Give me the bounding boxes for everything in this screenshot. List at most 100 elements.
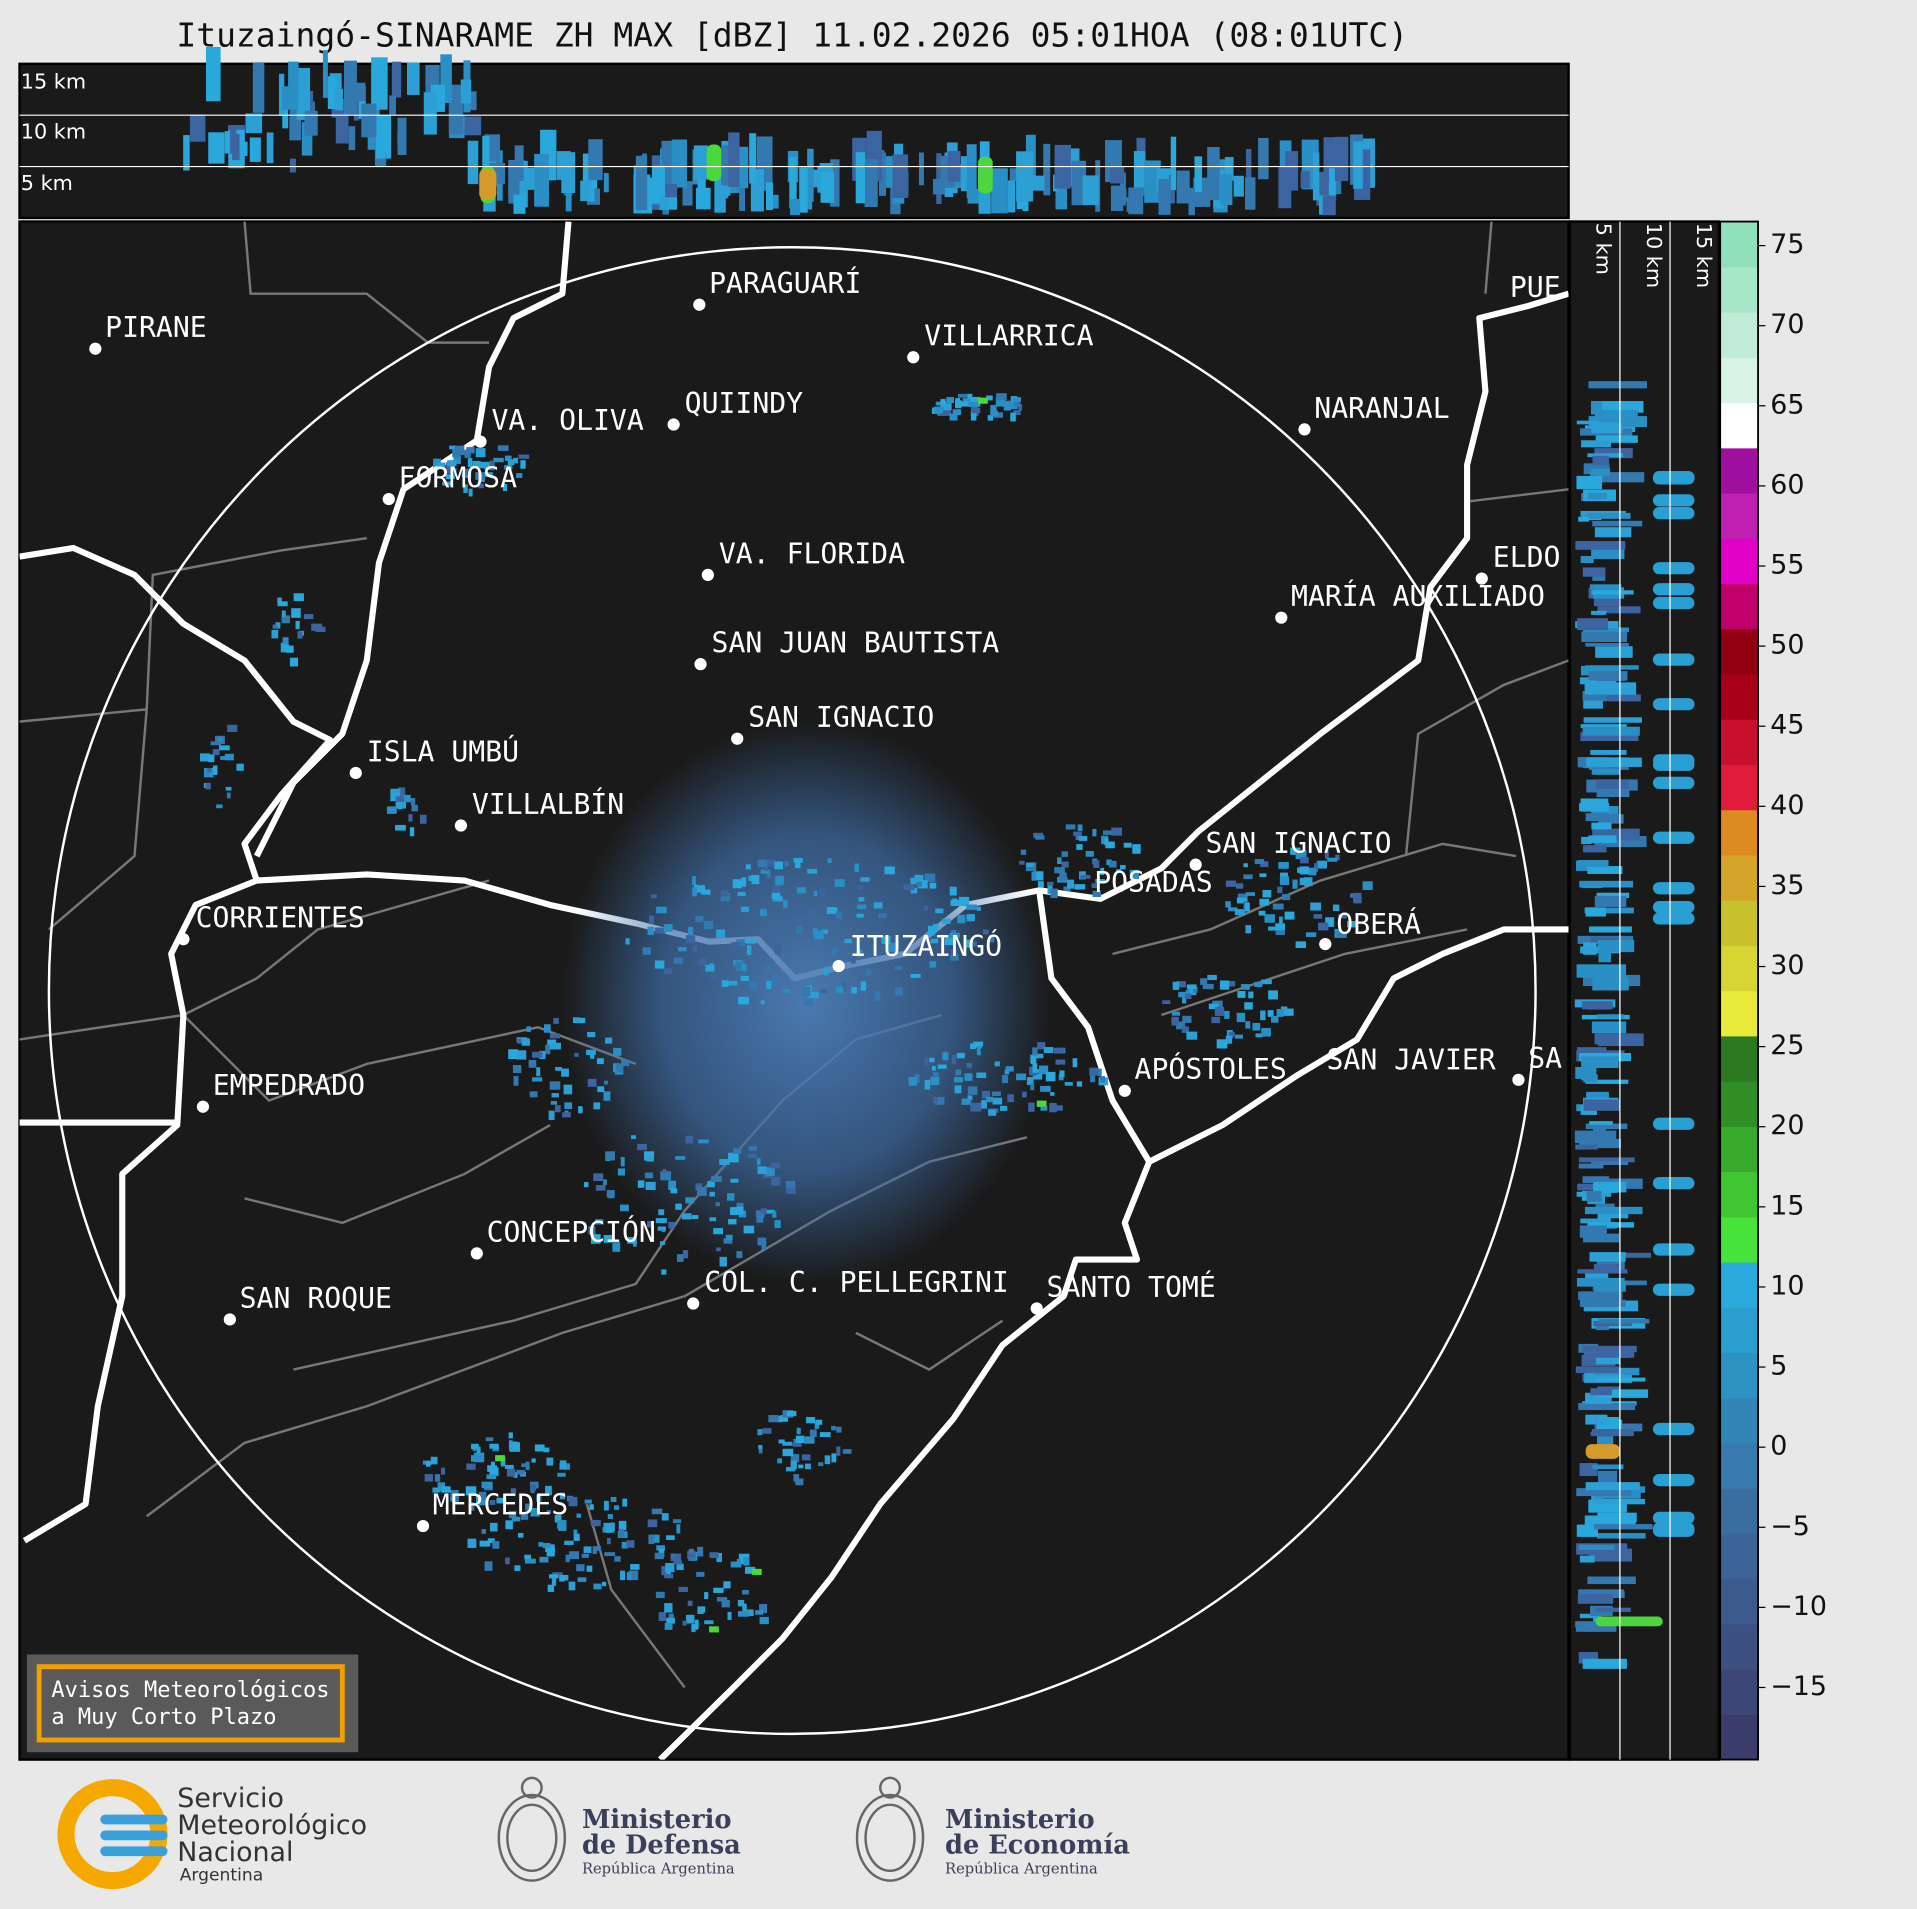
echo [1080, 875, 1091, 879]
echo [277, 601, 288, 607]
echo [1596, 787, 1630, 798]
echo [809, 1429, 817, 1437]
echo [1049, 1102, 1057, 1113]
echo [1577, 1144, 1598, 1150]
echo [691, 1215, 699, 1220]
echo [1579, 1555, 1595, 1563]
echo [1182, 1015, 1192, 1023]
echo [1073, 831, 1082, 836]
colorbar: −15 −10 −5 0 5 10 15 20 25 30 35 40 45 50 55 60 65 70 75 [1719, 220, 1827, 1761]
echo [1093, 860, 1100, 868]
echo [721, 1599, 730, 1608]
echo [1332, 904, 1340, 912]
echo [583, 1182, 589, 1188]
echo [795, 858, 801, 869]
echo [1278, 862, 1289, 869]
echo [857, 904, 867, 910]
echo [199, 753, 210, 762]
echo [322, 50, 328, 98]
echo [1652, 1473, 1695, 1487]
echo [464, 449, 471, 458]
echo [949, 932, 960, 938]
echo [220, 756, 232, 760]
tick-label: 70 [1770, 309, 1804, 340]
place-label: VILLALBÍN [472, 787, 624, 821]
echo [560, 1492, 566, 1500]
echo [1133, 151, 1146, 188]
echo [605, 1524, 614, 1533]
echo [1059, 872, 1067, 881]
echo [389, 95, 396, 115]
place-dot [1275, 611, 1288, 624]
echo [711, 1175, 722, 1183]
echo [855, 152, 866, 204]
echo [1050, 888, 1058, 899]
echo [207, 768, 212, 773]
echo [1279, 916, 1283, 926]
echo [249, 137, 261, 162]
echo [504, 464, 513, 470]
echo [587, 168, 595, 202]
echo [577, 1577, 587, 1582]
echo [1085, 851, 1094, 857]
echo [982, 1090, 991, 1099]
place-dot [1475, 572, 1488, 585]
echo [957, 914, 966, 924]
echo [475, 448, 486, 458]
echo [1652, 882, 1695, 895]
echo [874, 990, 881, 1001]
echo [1585, 1414, 1608, 1425]
echo [662, 1168, 667, 1173]
logo-text: Servicio [177, 1783, 284, 1814]
color-band [1720, 719, 1759, 766]
echo [804, 1436, 815, 1444]
echo [1234, 909, 1246, 916]
echo [607, 1514, 613, 1519]
echo [1258, 910, 1266, 916]
echo [1591, 1021, 1627, 1034]
echo [771, 885, 781, 896]
echo [410, 797, 416, 806]
echo [950, 954, 959, 961]
echo [1579, 1157, 1635, 1163]
echo [942, 1052, 949, 1061]
echo [719, 1159, 730, 1166]
echo [602, 1581, 607, 1587]
echo [603, 1091, 611, 1101]
echo [1588, 835, 1617, 843]
echo [731, 942, 740, 950]
echo [395, 824, 406, 831]
echo [790, 1460, 797, 1470]
place-dot [1189, 858, 1202, 871]
echo [293, 593, 304, 602]
echo [761, 1240, 767, 1250]
color-band [1720, 492, 1759, 539]
echo [573, 1533, 580, 1541]
echo [1576, 1524, 1598, 1537]
echo [1282, 1008, 1294, 1016]
echo [756, 1213, 764, 1223]
echo [668, 1221, 675, 1229]
echo [203, 767, 214, 778]
echo [1581, 631, 1627, 643]
echo [1059, 1070, 1065, 1078]
echo [1243, 874, 1253, 880]
echo [635, 155, 648, 211]
echo [1580, 1218, 1610, 1224]
echo [531, 1458, 536, 1463]
echo [1582, 567, 1606, 577]
echo [1292, 879, 1298, 889]
echo [782, 1441, 793, 1446]
echo [1200, 978, 1208, 985]
place-label: POSADAS [1094, 866, 1212, 899]
echo [1592, 1464, 1624, 1470]
echo [1100, 1076, 1106, 1083]
echo [524, 1554, 532, 1560]
echo [1313, 914, 1323, 919]
echo [682, 181, 693, 206]
echo [574, 1052, 579, 1057]
echo [1105, 841, 1115, 849]
echo [696, 1571, 705, 1577]
color-band [1720, 1442, 1759, 1489]
echo [1075, 833, 1081, 841]
